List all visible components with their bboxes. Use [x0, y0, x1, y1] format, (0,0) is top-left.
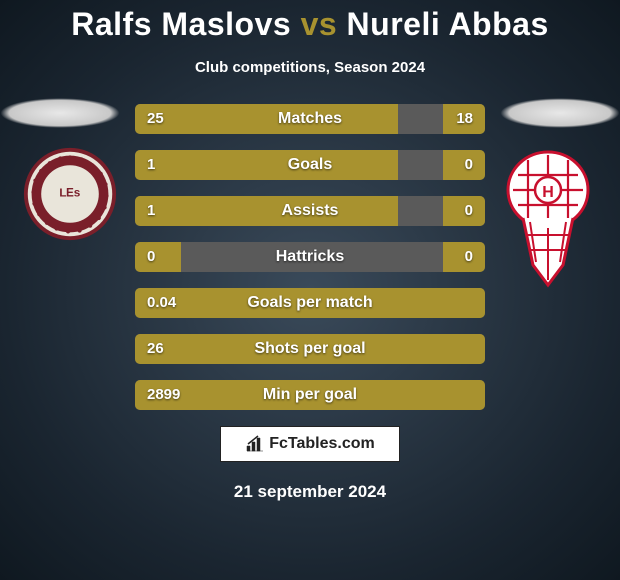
stat-label: Hattricks [135, 242, 485, 272]
stat-row: 0Hattricks0 [135, 242, 485, 272]
lanus-badge-icon: ᴸᴱˢ [22, 146, 118, 242]
stat-label: Matches [135, 104, 485, 134]
stat-label: Assists [135, 196, 485, 226]
huracan-badge-icon: H [498, 150, 598, 290]
stat-row: 1Goals0 [135, 150, 485, 180]
stat-row: 2899Min per goal [135, 380, 485, 410]
fctables-text: FcTables.com [269, 435, 375, 453]
player2-name: Nureli Abbas [347, 6, 549, 42]
stat-value-right: 0 [465, 150, 473, 180]
player2-silhouette [500, 98, 620, 128]
subtitle: Club competitions, Season 2024 [0, 59, 620, 76]
comparison-title: Ralfs Maslovs vs Nureli Abbas [0, 0, 620, 43]
stat-label: Goals [135, 150, 485, 180]
chart-icon [245, 434, 265, 454]
stat-label: Min per goal [135, 380, 485, 410]
player1-name: Ralfs Maslovs [71, 6, 291, 42]
svg-text:H: H [542, 184, 554, 201]
svg-text:ᴸᴱˢ: ᴸᴱˢ [60, 185, 81, 205]
fctables-logo: FcTables.com [220, 426, 400, 462]
vs-text: vs [301, 6, 338, 42]
stat-value-right: 0 [465, 196, 473, 226]
stat-value-right: 0 [465, 242, 473, 272]
player1-silhouette [0, 98, 120, 128]
stat-label: Goals per match [135, 288, 485, 318]
content-area: ᴸᴱˢ H 25Matches181Goals01Assists00Hattri… [0, 104, 620, 502]
stat-row: 25Matches18 [135, 104, 485, 134]
stat-bars: 25Matches181Goals01Assists00Hattricks00.… [135, 104, 485, 410]
stat-row: 26Shots per goal [135, 334, 485, 364]
stat-value-right: 18 [456, 104, 473, 134]
stat-label: Shots per goal [135, 334, 485, 364]
date-text: 21 september 2024 [0, 482, 620, 502]
stat-row: 1Assists0 [135, 196, 485, 226]
stat-row: 0.04Goals per match [135, 288, 485, 318]
